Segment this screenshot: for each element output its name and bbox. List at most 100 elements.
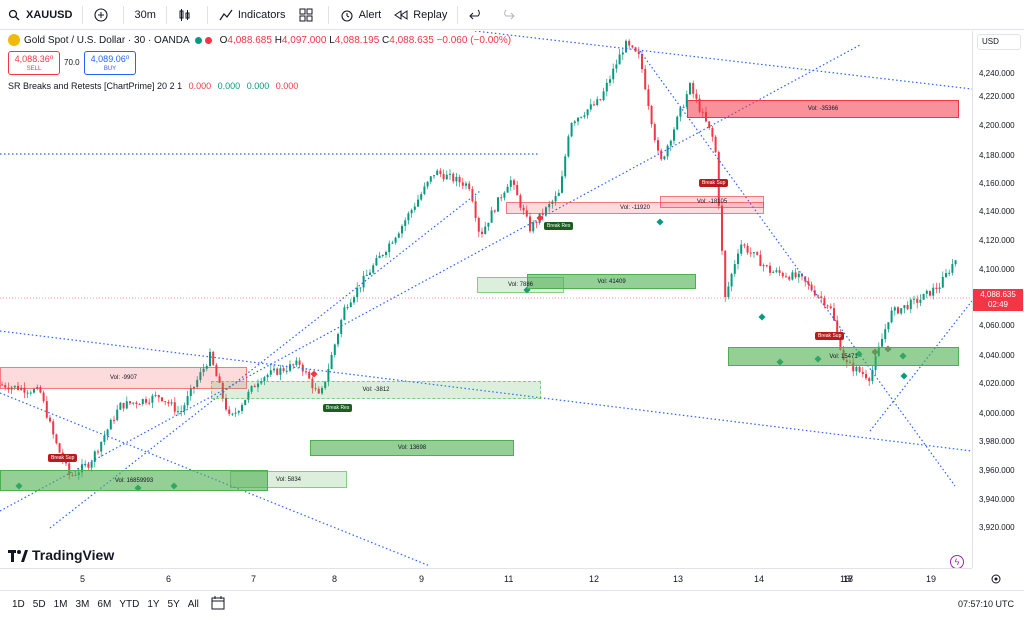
- candle: [954, 259, 957, 267]
- price-tick-label: 4,180.000: [979, 151, 1015, 160]
- candle: [676, 115, 679, 131]
- sell-label: SELL: [26, 66, 42, 72]
- candle: [349, 298, 352, 308]
- candle: [935, 282, 938, 294]
- range-button-1y[interactable]: 1Y: [147, 598, 160, 610]
- break-res-tag: Break Res: [323, 404, 353, 412]
- candle: [596, 96, 599, 107]
- trend-line[interactable]: [0, 330, 972, 452]
- trend-line[interactable]: [639, 50, 956, 487]
- replay-button[interactable]: Replay: [387, 0, 453, 30]
- candle: [362, 271, 365, 292]
- price-tick-label: 4,040.000: [979, 351, 1015, 360]
- bottom-toolbar: 1D 5D 1M 3M 6M YTD 1Y 5Y All 07:57:10 UTC: [0, 590, 1024, 617]
- axis-settings-icon[interactable]: [990, 572, 1004, 586]
- buy-button[interactable]: 4,089.06⁰ BUY: [84, 51, 136, 75]
- candle: [778, 266, 781, 276]
- plus-circle-icon: [93, 7, 109, 23]
- candle: [109, 418, 112, 430]
- indicators-button[interactable]: Indicators: [212, 0, 292, 30]
- candle: [657, 137, 659, 154]
- candle: [45, 395, 48, 420]
- candle: [791, 269, 794, 281]
- top-toolbar: XAUUSD 30m Indicators Alert Repla: [0, 0, 1024, 30]
- chart-legend: Gold Spot / U.S. Dollar · 30 · OANDA O4,…: [8, 34, 511, 46]
- candle: [497, 197, 499, 212]
- time-tick-label: 7: [251, 574, 257, 584]
- chart-type-button[interactable]: [171, 0, 203, 30]
- trend-line[interactable]: [474, 31, 972, 90]
- indicator-value: 0.000: [217, 81, 241, 91]
- signal-marker-icon: [656, 218, 664, 226]
- alert-button[interactable]: Alert: [333, 0, 388, 30]
- trend-line[interactable]: [869, 300, 972, 432]
- utc-clock[interactable]: 07:57:10 UTC: [957, 599, 1014, 609]
- candle: [170, 399, 173, 406]
- range-button-all[interactable]: All: [187, 598, 199, 610]
- range-button-1d[interactable]: 1D: [12, 598, 25, 610]
- redo-icon: [500, 7, 516, 23]
- redo-button[interactable]: [494, 0, 526, 30]
- candle: [945, 268, 947, 279]
- candle: [570, 122, 573, 138]
- supply-zone: Vol: -35366: [687, 100, 959, 118]
- candle: [202, 363, 205, 377]
- candle: [138, 403, 141, 406]
- trend-line[interactable]: [0, 392, 431, 567]
- currency-select[interactable]: USD: [977, 34, 1021, 50]
- tradingview-logo: TradingView: [8, 547, 114, 563]
- symbol-search[interactable]: XAUUSD: [0, 0, 78, 30]
- indicator-legend[interactable]: SR Breaks and Retests [ChartPrime] 20 2 …: [8, 81, 298, 91]
- candle: [330, 351, 333, 370]
- candle: [282, 366, 285, 373]
- status-dot-icon: [204, 36, 212, 44]
- candle: [186, 390, 189, 409]
- candle: [365, 269, 368, 276]
- range-button-ytd[interactable]: YTD: [119, 598, 140, 610]
- candle: [500, 194, 503, 202]
- compare-button[interactable]: [87, 0, 119, 30]
- sell-button[interactable]: 4,088.36⁰ SELL: [8, 51, 60, 75]
- demand-zone: Vol: -3812: [211, 381, 541, 399]
- undo-button[interactable]: [462, 0, 494, 30]
- candle: [775, 267, 778, 274]
- candle: [29, 390, 32, 396]
- interval-button[interactable]: 30m: [134, 8, 156, 21]
- lightning-icon[interactable]: ϟ: [950, 555, 964, 568]
- candle: [279, 364, 282, 381]
- legend-ohlc: O4,088.685 H4,097.000 L4,088.195 C4,088.…: [219, 34, 512, 46]
- signal-marker-icon: [310, 370, 318, 378]
- candle: [180, 405, 183, 417]
- candle: [343, 304, 346, 321]
- candle: [903, 304, 906, 314]
- trend-line[interactable]: [49, 190, 481, 529]
- date-range-icon[interactable]: [211, 595, 225, 613]
- candle: [465, 181, 467, 190]
- candle: [314, 383, 317, 392]
- layouts-button[interactable]: [292, 0, 324, 30]
- range-button-6m[interactable]: 6M: [97, 598, 112, 610]
- candle: [890, 306, 893, 324]
- alert-label: Alert: [358, 8, 382, 21]
- candle: [801, 272, 803, 281]
- trend-line[interactable]: [0, 44, 861, 512]
- price-axis[interactable]: USD 4,240.000 4,220.000 4,200.000 4,180.000…: [972, 31, 1024, 568]
- candle: [381, 254, 384, 258]
- candle: [317, 386, 320, 394]
- candle: [333, 343, 336, 358]
- range-button-5d[interactable]: 5D: [32, 598, 46, 610]
- time-axis[interactable]: 5 6 7 8 9 11 12 13 14 16 17 18 19: [0, 568, 972, 590]
- candle: [308, 369, 311, 380]
- supply-zone: Vol: -9907: [0, 367, 247, 389]
- candle: [356, 282, 359, 303]
- range-button-1m[interactable]: 1M: [53, 598, 68, 610]
- chart-pane[interactable]: Vol: -35366 Vol: -11920 Vol: -18105 Vol:…: [0, 31, 972, 568]
- symbol-label: XAUUSD: [26, 8, 73, 21]
- range-button-3m[interactable]: 3M: [75, 598, 90, 610]
- candle: [810, 281, 813, 292]
- candle: [417, 194, 419, 208]
- candle: [913, 295, 915, 305]
- signal-marker-icon: [758, 313, 766, 321]
- demand-zone: Vol: 15471: [728, 347, 959, 366]
- range-button-5y[interactable]: 5Y: [167, 598, 180, 610]
